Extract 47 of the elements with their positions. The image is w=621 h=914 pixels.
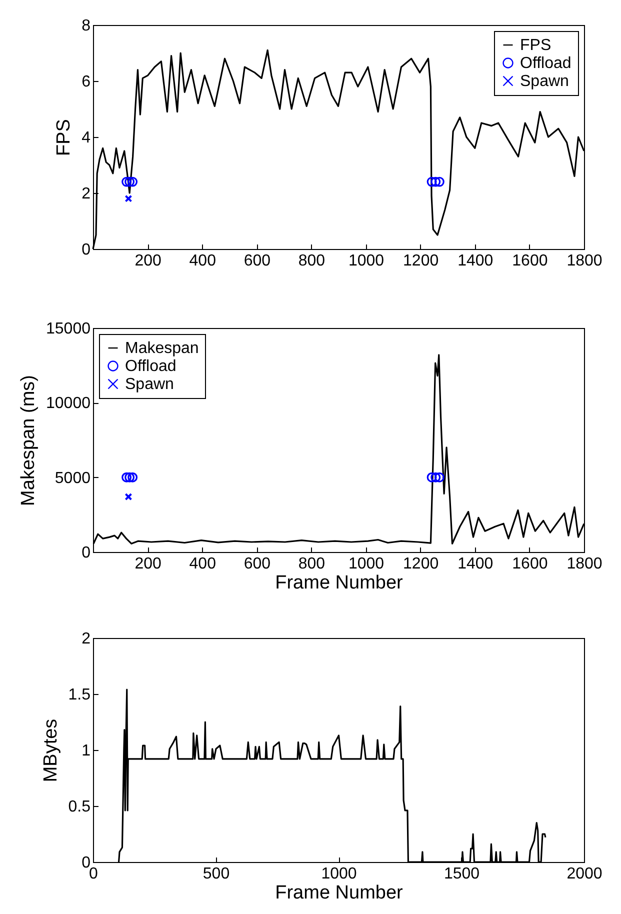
y-axis-title: FPS: [54, 119, 75, 156]
x-tick-label: 1600: [512, 252, 548, 270]
x-tick-label: 1400: [458, 252, 494, 270]
x-tick-label: 1200: [403, 252, 439, 270]
x-tick-label: 1600: [512, 556, 548, 572]
y-tick-label: 0: [82, 544, 91, 562]
y-tick-label: 2: [82, 630, 91, 648]
x-axis-title: Frame Number: [275, 882, 404, 904]
y-tick-label: 0.5: [68, 798, 91, 816]
y-tick-label: 10000: [46, 395, 91, 412]
legend-label: Spawn: [520, 73, 569, 90]
y-tick-label: 6: [82, 74, 91, 90]
legend-label: Makespan: [125, 340, 199, 357]
y-tick-label: 8: [82, 18, 91, 34]
x-tick-label: 1500: [444, 866, 480, 882]
x-tick-label: 1000: [348, 556, 384, 572]
x-tick-label: 2000: [566, 866, 602, 882]
y-axis-title: Makespan (ms): [18, 375, 40, 506]
legend-label: Offload: [520, 55, 572, 72]
y-tick-label: 1: [82, 742, 91, 760]
legend-label: Offload: [125, 358, 176, 375]
y-tick-label: 4: [82, 130, 91, 146]
y-tick-label: 0: [82, 242, 91, 258]
x-tick-label: 200: [134, 252, 162, 270]
x-tick-label: 500: [202, 866, 230, 882]
y-tick-label: 0: [82, 854, 91, 872]
x-axis-title: Frame Number: [275, 572, 404, 594]
x-tick-label: 800: [298, 252, 326, 270]
x-tick-label: 1200: [403, 556, 439, 572]
x-tick-label: 400: [189, 556, 216, 572]
x-tick-label: 800: [298, 556, 326, 572]
x-tick-label: 1000: [321, 866, 357, 882]
y-axis-title: MBytes: [40, 718, 62, 782]
x-tick-label: 1400: [458, 556, 494, 572]
y-tick-label: 2: [82, 186, 91, 202]
y-tick-label: 5000: [54, 470, 91, 487]
x-tick-label: 200: [134, 556, 162, 572]
y-tick-label: 15000: [46, 320, 91, 338]
x-tick-label: 400: [189, 252, 216, 270]
y-tick-label: 1.5: [68, 686, 91, 704]
x-tick-label: 1800: [566, 252, 602, 270]
legend-label: Spawn: [125, 376, 174, 393]
x-tick-label: 1800: [566, 556, 602, 572]
x-tick-label: 1000: [348, 252, 384, 270]
x-tick-label: 600: [244, 252, 271, 270]
legend-label: FPS: [520, 37, 552, 54]
x-tick-label: 600: [244, 556, 271, 572]
